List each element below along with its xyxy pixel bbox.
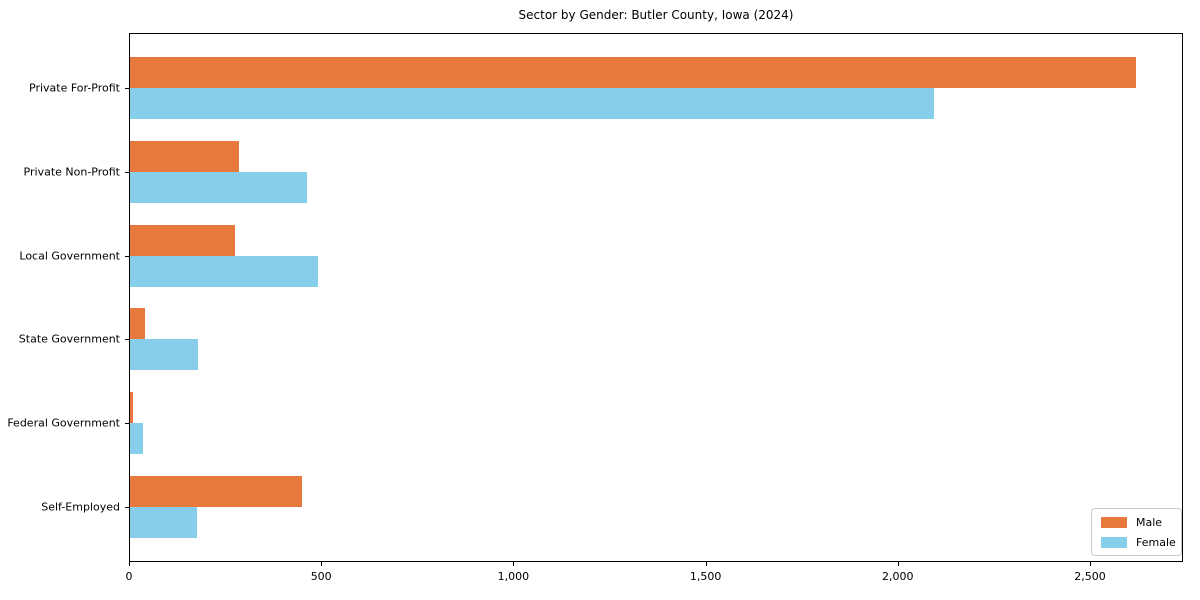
x-tick-label-1500: 1,500 bbox=[689, 570, 722, 583]
x-tick-mark bbox=[898, 562, 899, 566]
bar-male-private-for-profit bbox=[130, 56, 1137, 88]
y-tick-label-state-government: State Government bbox=[18, 332, 120, 346]
x-tick-label-2500: 2,500 bbox=[1074, 570, 1106, 583]
bar-female-private-non-profit bbox=[130, 171, 307, 203]
bar-female-federal-government bbox=[130, 423, 143, 455]
y-tick-mark bbox=[125, 507, 129, 508]
x-tick-label-1000: 1,000 bbox=[497, 570, 530, 583]
y-tick-label-local-government: Local Government bbox=[19, 249, 120, 263]
bar-male-state-government bbox=[130, 308, 145, 340]
bar-male-federal-government bbox=[130, 392, 133, 424]
y-tick-label-private-non-profit: Private Non-Profit bbox=[23, 165, 120, 179]
bar-female-state-government bbox=[130, 339, 199, 371]
legend-item-female: Female bbox=[1101, 536, 1176, 549]
legend: Male Female bbox=[1091, 508, 1182, 556]
female-color-swatch bbox=[1101, 537, 1127, 548]
legend-label-male: Male bbox=[1136, 516, 1163, 529]
plot-area bbox=[129, 33, 1183, 562]
y-tick-mark bbox=[125, 256, 129, 257]
y-tick-label-self-employed: Self-Employed bbox=[41, 500, 120, 514]
x-tick-label-0: 0 bbox=[125, 570, 133, 583]
y-tick-mark bbox=[125, 88, 129, 89]
bar-female-private-for-profit bbox=[130, 87, 934, 119]
x-tick-label-500: 500 bbox=[310, 570, 332, 583]
bar-female-self-employed bbox=[130, 507, 197, 539]
y-tick-mark bbox=[125, 172, 129, 173]
chart-title: Sector by Gender: Butler County, Iowa (2… bbox=[518, 8, 794, 22]
legend-item-male: Male bbox=[1101, 516, 1172, 529]
bar-female-local-government bbox=[130, 255, 318, 287]
y-tick-label-private-for-profit: Private For-Profit bbox=[29, 81, 120, 95]
x-tick-mark bbox=[513, 562, 514, 566]
bar-male-local-government bbox=[130, 224, 235, 256]
x-tick-mark bbox=[1090, 562, 1091, 566]
y-tick-label-federal-government: Federal Government bbox=[7, 416, 120, 430]
x-tick-mark bbox=[129, 562, 130, 566]
x-tick-mark bbox=[706, 562, 707, 566]
male-color-swatch bbox=[1101, 517, 1127, 528]
x-tick-label-2000: 2,000 bbox=[882, 570, 914, 583]
y-tick-mark bbox=[125, 423, 129, 424]
x-tick-mark bbox=[321, 562, 322, 566]
legend-label-female: Female bbox=[1136, 536, 1176, 549]
bar-male-self-employed bbox=[130, 476, 302, 508]
bar-male-private-non-profit bbox=[130, 140, 240, 172]
y-tick-mark bbox=[125, 339, 129, 340]
